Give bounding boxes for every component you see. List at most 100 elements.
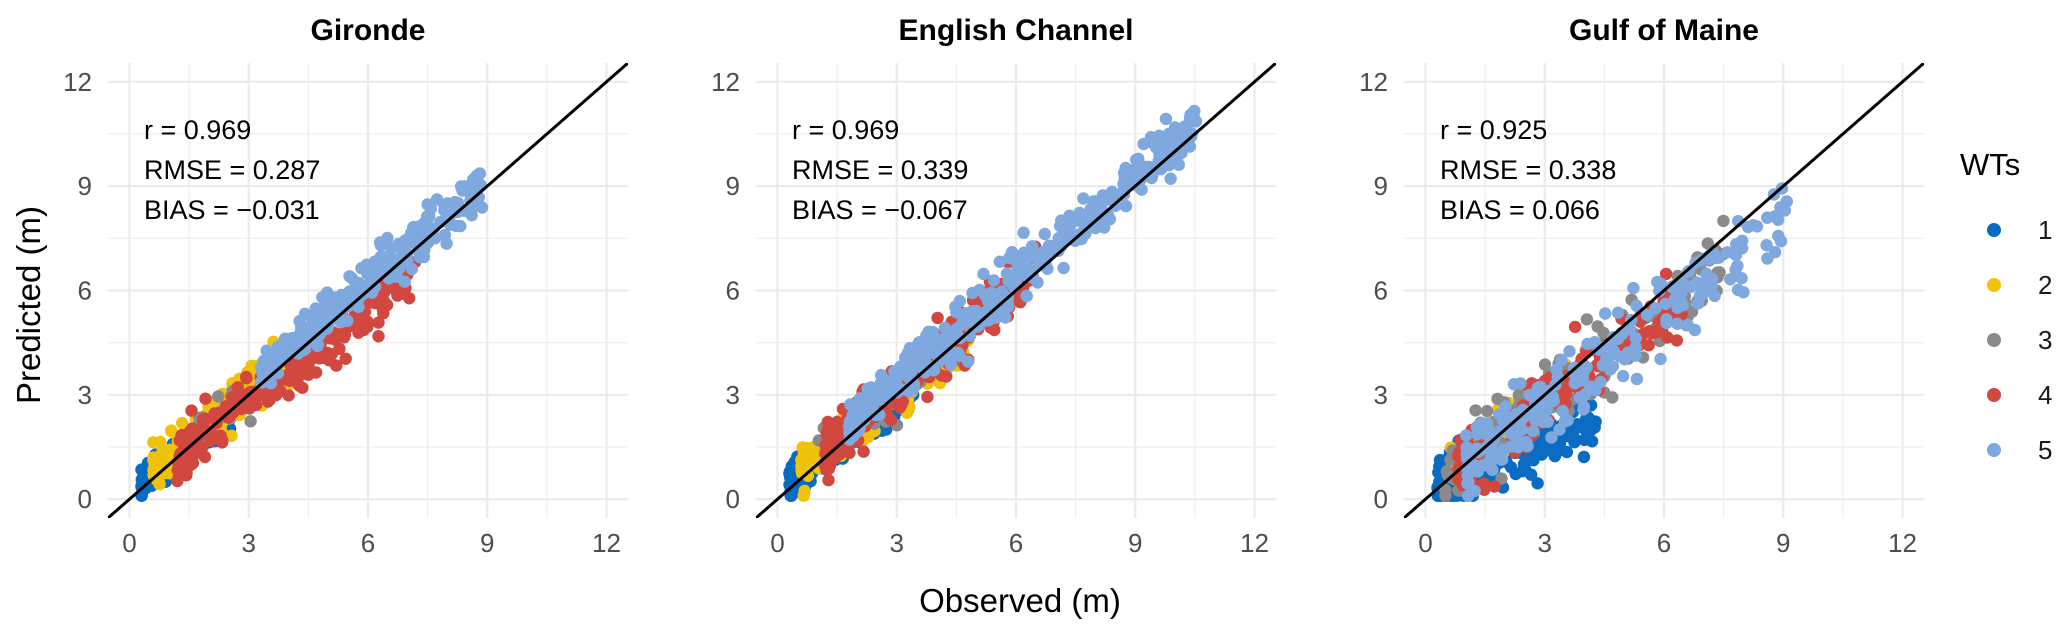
one-to-one-line bbox=[108, 63, 628, 518]
x-tick-label: 6 bbox=[361, 528, 375, 558]
y-tick-label: 6 bbox=[726, 276, 740, 306]
data-point bbox=[1459, 429, 1473, 442]
data-point bbox=[171, 474, 184, 488]
legend-key bbox=[1987, 388, 2001, 402]
data-point bbox=[1555, 353, 1568, 367]
data-point bbox=[991, 290, 1004, 304]
data-point bbox=[977, 267, 990, 281]
data-point bbox=[1132, 152, 1145, 165]
data-point bbox=[296, 381, 309, 394]
data-point bbox=[1700, 267, 1713, 280]
data-point bbox=[1588, 336, 1601, 349]
x-tick-label: 0 bbox=[1418, 528, 1432, 558]
legend-label: 2 bbox=[2038, 270, 2052, 300]
data-point bbox=[947, 328, 961, 342]
data-point bbox=[1616, 369, 1630, 383]
data-point bbox=[1655, 277, 1668, 291]
stat-line: r = 0.969 bbox=[144, 115, 251, 145]
data-point bbox=[823, 459, 837, 472]
data-point bbox=[323, 332, 336, 345]
data-point bbox=[1017, 226, 1030, 239]
data-point bbox=[1553, 423, 1566, 436]
data-point bbox=[1659, 267, 1673, 281]
data-point bbox=[1172, 158, 1186, 171]
data-point bbox=[1568, 434, 1581, 447]
panels: 0 3 6 9 12 0 3 6 9 12 Gironde r = 0.969 RMSE = 0.287… bbox=[63, 14, 1924, 558]
y-tick-label: 3 bbox=[78, 380, 92, 410]
data-point bbox=[244, 415, 257, 428]
data-point bbox=[330, 359, 343, 372]
data-point bbox=[1606, 360, 1620, 373]
data-point bbox=[906, 360, 919, 374]
data-point bbox=[1683, 264, 1696, 278]
data-point bbox=[147, 468, 160, 482]
data-point bbox=[256, 388, 269, 402]
data-point bbox=[372, 330, 385, 343]
data-point bbox=[1086, 204, 1099, 218]
data-point bbox=[1545, 431, 1558, 444]
data-point bbox=[219, 400, 232, 413]
x-tick-label: 9 bbox=[1128, 528, 1142, 558]
stat-line: RMSE = 0.287 bbox=[144, 155, 320, 185]
data-point bbox=[180, 466, 193, 480]
y-tick-label: 0 bbox=[726, 484, 740, 514]
data-point bbox=[1676, 299, 1690, 312]
data-point bbox=[198, 450, 212, 464]
y-tick-label: 9 bbox=[78, 171, 92, 201]
data-point bbox=[1478, 483, 1491, 496]
data-point bbox=[950, 306, 963, 319]
x-tick-label: 0 bbox=[122, 528, 136, 558]
data-point bbox=[993, 255, 1006, 268]
data-point bbox=[1096, 189, 1110, 202]
data-point bbox=[1541, 415, 1555, 428]
data-point bbox=[1688, 323, 1702, 337]
data-point bbox=[1772, 213, 1785, 226]
data-point bbox=[361, 315, 374, 328]
data-point bbox=[1439, 483, 1452, 497]
data-point bbox=[1185, 127, 1199, 140]
data-point bbox=[1523, 388, 1536, 402]
data-point bbox=[1696, 277, 1709, 290]
data-point bbox=[924, 336, 937, 349]
data-point bbox=[1640, 308, 1654, 322]
data-point bbox=[947, 347, 960, 360]
data-point bbox=[1060, 223, 1074, 236]
data-point bbox=[309, 366, 323, 379]
data-point bbox=[1576, 371, 1589, 385]
data-point bbox=[1460, 447, 1474, 461]
data-point bbox=[1761, 211, 1774, 224]
data-point bbox=[1087, 195, 1100, 208]
points bbox=[135, 167, 489, 502]
data-point bbox=[1630, 299, 1643, 312]
stat-line: BIAS = −0.031 bbox=[144, 195, 320, 225]
data-point bbox=[853, 398, 866, 412]
data-point bbox=[1488, 480, 1501, 493]
data-point bbox=[1469, 404, 1482, 417]
data-point bbox=[325, 306, 338, 319]
data-point bbox=[381, 257, 395, 271]
data-point bbox=[1499, 400, 1512, 413]
y-tick-label: 6 bbox=[1374, 276, 1388, 306]
data-point bbox=[1660, 313, 1673, 326]
y-tick-label: 9 bbox=[1374, 171, 1388, 201]
stat-line: r = 0.925 bbox=[1440, 115, 1547, 145]
data-point bbox=[940, 370, 953, 383]
data-point bbox=[1671, 317, 1684, 330]
data-point bbox=[1734, 239, 1747, 253]
data-point bbox=[355, 262, 368, 275]
data-point bbox=[966, 286, 979, 300]
x-tick-label: 12 bbox=[592, 528, 621, 558]
data-point bbox=[1654, 352, 1667, 366]
data-point bbox=[1119, 199, 1133, 213]
y-tick-label: 12 bbox=[63, 67, 92, 97]
data-point bbox=[1535, 448, 1548, 461]
data-point bbox=[1098, 221, 1111, 234]
data-point bbox=[1750, 220, 1764, 233]
legend-label: 3 bbox=[2038, 325, 2052, 355]
legend-label: 1 bbox=[2038, 215, 2052, 245]
data-point bbox=[822, 473, 835, 487]
data-point bbox=[1031, 276, 1044, 289]
data-point bbox=[1556, 404, 1569, 418]
y-tick-label: 9 bbox=[726, 171, 740, 201]
panel-title: English Channel bbox=[898, 14, 1133, 47]
